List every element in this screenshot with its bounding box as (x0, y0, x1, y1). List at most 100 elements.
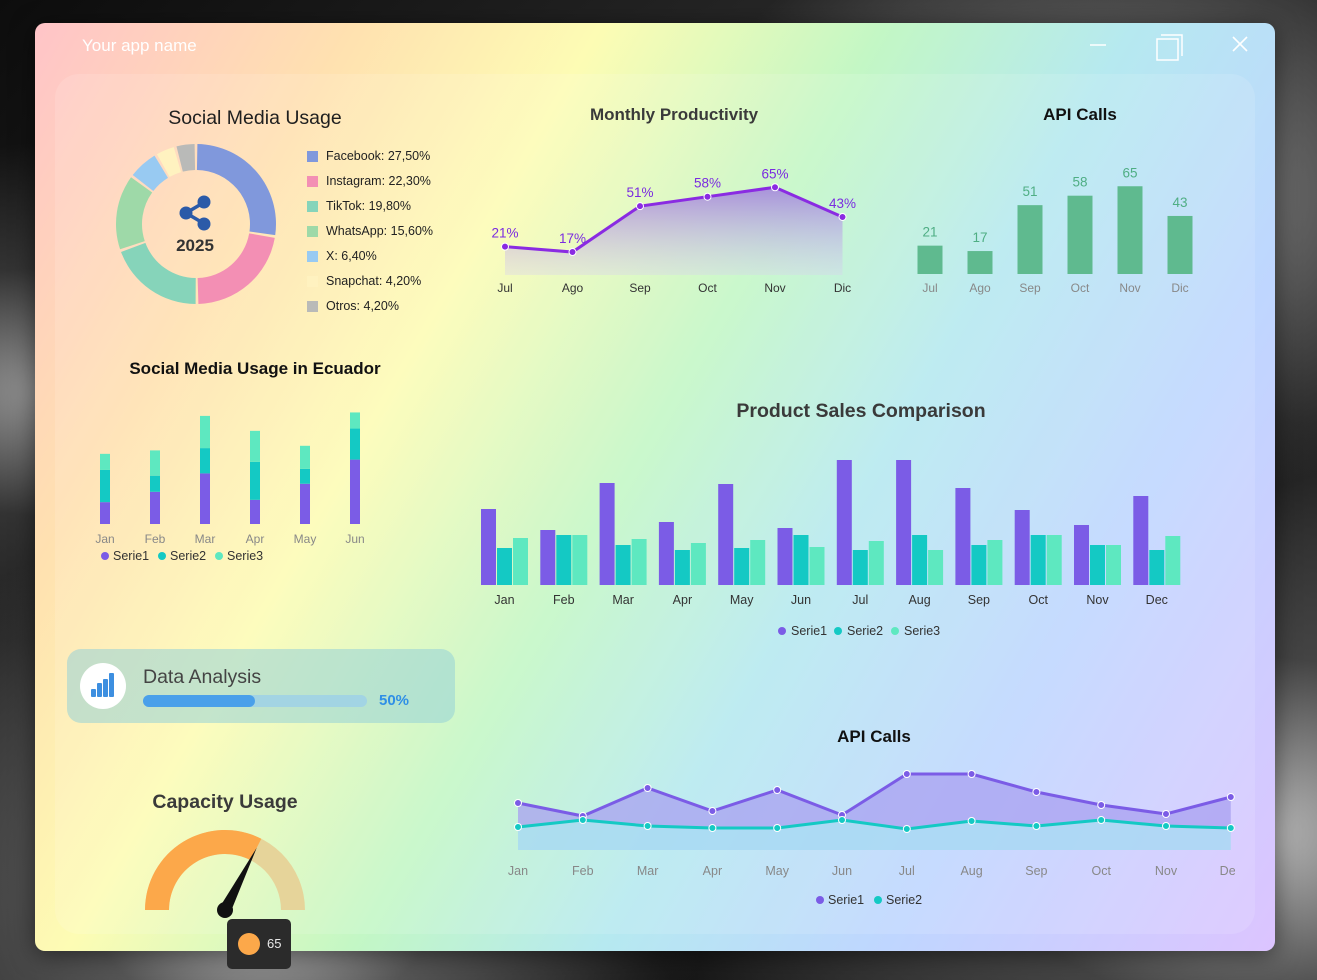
legend-swatch (307, 276, 318, 287)
data-analysis-progress-fill (143, 695, 255, 707)
capacity-gauge (145, 830, 305, 918)
ecuador-title: Social Media Usage in Ecuador (129, 359, 381, 378)
api-line-x-tick: Jan (508, 864, 528, 878)
maximize-icon (1156, 34, 1183, 61)
ecuador-bar-seg-serie1 (350, 459, 360, 524)
api-calls-bar (1017, 205, 1043, 274)
sales-bar-serie1 (836, 460, 852, 585)
api-line-x-tick: Dec (1220, 864, 1235, 878)
monthly-productivity-title: Monthly Productivity (589, 105, 759, 124)
sales-bar-serie1 (481, 509, 496, 585)
legend-label: WhatsApp: 15,60% (326, 224, 434, 238)
donut-slice-1 (197, 233, 275, 304)
api-calls-bar (967, 251, 993, 274)
ecuador-bar-seg-serie2 (250, 461, 260, 500)
maximize-button[interactable] (1151, 31, 1185, 61)
sales-bar-serie2 (497, 548, 512, 585)
api-calls-bar-chart: 21 Jul 17 Ago 51 Sep 58 Oct 65 Nov 43 Dic (917, 165, 1193, 295)
api-line-legend-label: Serie1 (828, 893, 864, 907)
sales-bar-serie2 (1030, 535, 1046, 585)
sales-x-tick: Oct (1028, 593, 1048, 607)
donut-slice-0 (196, 144, 276, 236)
sales-legend-label: Serie1 (791, 624, 827, 638)
close-icon (1232, 36, 1248, 52)
ecuador-stacked-chart: Jan Feb Mar Apr May Jun Serie1 Serie2 Serie3 (95, 412, 365, 563)
sales-legend-dot (778, 627, 786, 635)
sales-bar-serie1 (1074, 525, 1089, 585)
api-line-x-tick: Oct (1091, 864, 1111, 878)
sales-bar-serie1 (777, 528, 793, 585)
sales-bar-serie3 (631, 539, 647, 585)
api-calls-x-tick: Sep (1019, 281, 1041, 295)
sales-bar-serie2 (1090, 545, 1105, 585)
api-line-point-serie1 (643, 784, 652, 792)
legend-label: X: 6,40% (326, 249, 377, 263)
legend-label: Snapchat: 4,20% (326, 274, 422, 288)
api-calls-bar-title: API Calls (1043, 105, 1117, 124)
productivity-point (703, 192, 712, 201)
ecuador-legend-dot (215, 552, 223, 560)
sales-bar-serie2 (556, 535, 572, 585)
productivity-x-tick: Oct (698, 281, 717, 295)
social-media-title: Social Media Usage (168, 107, 342, 129)
gauge-needle-hub (217, 902, 233, 918)
sales-x-tick: Jul (852, 593, 868, 607)
ecuador-bar-seg-serie2 (200, 448, 210, 474)
sales-x-tick: Aug (908, 593, 930, 607)
sales-bar-serie2 (912, 535, 928, 585)
minimize-icon (1090, 44, 1106, 46)
api-line-x-tick: Nov (1155, 864, 1178, 878)
sales-bar-serie1 (1014, 510, 1030, 585)
productivity-x-tick: Dic (834, 281, 851, 295)
data-analysis-card[interactable]: Data Analysis 50% (67, 649, 455, 723)
ecuador-bar-seg-serie2 (300, 468, 310, 484)
sales-bar-serie1 (540, 530, 556, 585)
ecuador-x-tick: Mar (195, 532, 216, 546)
api-line-x-tick: Sep (1025, 864, 1047, 878)
productivity-point (568, 248, 577, 257)
api-line-point-serie2 (514, 823, 522, 831)
legend-swatch (307, 201, 318, 212)
sales-bar-serie3 (1046, 535, 1062, 585)
api-line-point-serie2 (578, 816, 587, 824)
legend-label: Facebook: 27,50% (326, 149, 431, 163)
title-bar[interactable]: Your app name (35, 23, 1275, 69)
api-line-x-tick: Jun (832, 864, 852, 878)
legend-label: TikTok: 19,80% (326, 199, 411, 213)
api-line-x-tick: Feb (572, 864, 594, 878)
minimize-button[interactable] (1081, 31, 1115, 61)
ecuador-bar-seg-serie2 (150, 475, 160, 492)
api-line-serie2 (517, 818, 1231, 831)
api-line-x-tick: Aug (960, 864, 982, 878)
ecuador-bar-seg-serie1 (200, 473, 210, 524)
api-calls-bar (1167, 215, 1193, 274)
api-line-point-serie2 (773, 824, 782, 832)
ecuador-bar-seg-serie3 (300, 445, 310, 469)
sales-bar-serie2 (852, 550, 868, 585)
ecuador-x-tick: Jan (95, 532, 114, 546)
sales-legend-label: Serie3 (904, 624, 940, 638)
api-calls-x-tick: Dic (1171, 281, 1188, 295)
ecuador-legend-dot (158, 552, 166, 560)
donut-slice-2 (121, 242, 196, 304)
sales-legend-dot (834, 627, 842, 635)
api-line-point-serie1 (1226, 793, 1235, 801)
ecuador-legend-label: Serie2 (170, 549, 206, 563)
productivity-x-tick: Ago (562, 281, 584, 295)
sales-x-tick: Jun (791, 593, 811, 607)
ecuador-legend-label: Serie1 (113, 549, 149, 563)
close-button[interactable] (1223, 31, 1257, 61)
ecuador-bar-seg-serie1 (150, 491, 160, 524)
api-calls-x-tick: Ago (969, 281, 991, 295)
api-line-area-serie2 (518, 820, 1231, 850)
api-calls-bar-label: 17 (972, 230, 987, 245)
api-calls-bar (1117, 186, 1143, 274)
monthly-productivity-chart: 21% Jul 17% Ago 51% Sep 58% Oct 65% Nov 43% Dic (491, 166, 856, 295)
ecuador-bar-seg-serie2 (100, 469, 110, 503)
productivity-data-label: 51% (626, 185, 653, 200)
api-calls-line-chart: Jan Feb Mar Apr May Jun Jul Aug Sep Oct Nov Dec Seri… (508, 770, 1235, 907)
capacity-usage-title: Capacity Usage (152, 791, 298, 813)
legend-swatch (307, 151, 318, 162)
sales-bar-serie3 (809, 547, 825, 585)
api-line-point-serie1 (514, 799, 522, 807)
